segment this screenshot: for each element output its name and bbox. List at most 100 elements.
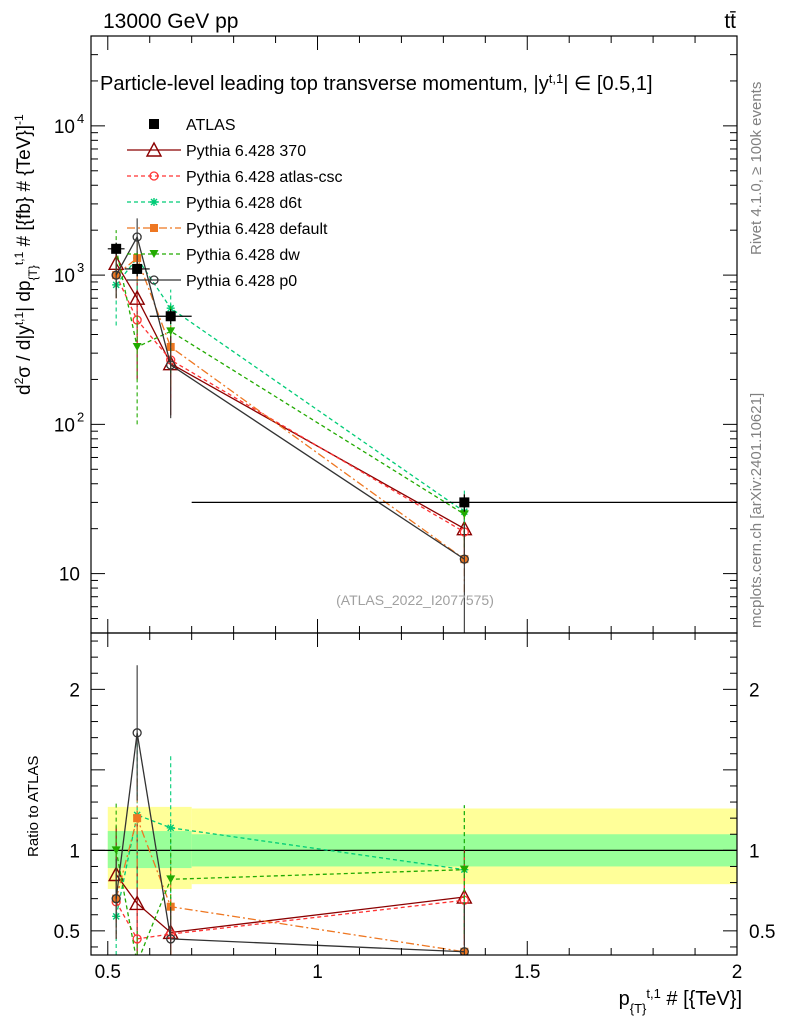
ratio-bands [107,806,737,889]
legend: ATLAS Pythia 6.428 370 Pythia 6.428 atlas-… [127,117,343,290]
legend-label: ATLAS [186,117,236,134]
legend-label: Pythia 6.428 370 [186,143,306,160]
data-point [166,327,176,336]
legend-marker [150,198,158,206]
legend-item-pythia-6-428-370: Pythia 6.428 370 [127,141,306,160]
ratio-line [115,899,465,940]
ratio-point [128,895,146,911]
mcplots-label: mcplots.cern.ch [arXiv:2401.10621] [748,393,765,628]
legend-marker [150,224,158,232]
y-tick-label-exponent: 4 [77,111,84,126]
legend-item-pythia-6-428-dw: Pythia 6.428 dw [127,247,300,264]
series-atlas [107,242,737,512]
atlas-point [165,311,176,322]
ratio-line [115,814,465,917]
x-axis-label-main: p [619,988,630,1010]
ratio-point [111,846,121,855]
x-axis-label-sub: {T} [630,1001,647,1016]
legend-label: Pythia 6.428 dw [186,247,300,264]
ratio-y-tick-label-right: 0.5 [749,922,775,943]
chart-title: Particle-level leading top transverse mo… [100,71,653,96]
ratio-point [132,728,142,738]
chart-title-main: Particle-level leading top transverse mo… [100,73,549,95]
y-tick-label: 10 [54,117,75,138]
rivet-label: Rivet 4.1.0, ≥ 100k events [748,82,765,255]
ratio-frame [90,632,738,956]
ratio-panel: 0.5 1 1.5 2 0.5 0.5 1 1 2 2 [54,36,775,983]
legend-label: Pythia 6.428 d6t [186,195,302,212]
ratio-point [459,947,469,955]
legend-marker [149,171,159,181]
ratio-y-tick-label: 0.5 [54,922,80,943]
legend-marker [145,141,163,157]
series-pythia-6-428-default [112,240,469,593]
y-tick-label-exponent: 2 [77,409,84,424]
legend-label: Pythia 6.428 atlas-csc [186,169,343,186]
x-axis-label-tail: # [{TeV}] [661,988,742,1010]
y-tick-label: 10 [54,415,75,436]
y-tick-label: 10 [59,565,80,586]
y-tick-label: 10 [54,266,75,287]
series-line [115,262,465,530]
y-tick-label-exponent: 3 [77,260,84,275]
series-pythia-6-428-atlas-csc [111,258,469,562]
ratio-point [132,934,142,944]
ratio-line [115,850,465,955]
legend-label: Pythia 6.428 default [186,221,328,238]
legend-item-pythia-6-428-d6t: Pythia 6.428 d6t [127,195,302,212]
ratio-line [115,874,465,934]
ratio-point [166,875,176,884]
ratio-point [133,814,142,823]
data-point [166,360,176,370]
ratio-y-tick-label-right: 2 [749,680,760,701]
x-tick-label: 1 [312,962,323,983]
ratio-y-tick-label-right: 1 [749,841,760,862]
chart-title-sup: t,1 [549,71,563,86]
data-point [132,342,142,351]
main-plot-area [107,218,737,633]
atlas-point [459,497,470,508]
ratio-line [115,816,465,953]
legend-item-pythia-6-428-atlas-csc: Pythia 6.428 atlas-csc [127,169,343,186]
ratio-y-axis-ticks: 0.5 0.5 1 1 2 2 [54,640,775,948]
series-line [115,257,465,560]
x-axis-label: p{T}t,1 # [{TeV}] [619,986,742,1016]
x-tick-label: 0.5 [95,962,121,983]
data-point [128,289,146,305]
legend-marker [149,119,159,129]
atlas-point [111,243,122,254]
legend-marker [149,275,159,285]
chart-title-tail: | ∈ [0.5,1] [563,73,652,95]
ratio-point [111,894,121,904]
x-axis-label-sup: t,1 [646,986,660,1001]
ratio-y-tick-label: 1 [69,841,80,862]
ratio-point [459,865,469,874]
series-pythia-6-428-370 [107,244,473,562]
data-point [132,232,142,242]
ratio-point [166,823,175,832]
ratio-point [166,934,176,944]
ratio-y-tick-label: 2 [69,680,80,701]
main-y-axis-label: d2σ / d|yt,1| dp{T}t,1 # [{fb} # {TeV}]-… [12,114,40,395]
series-line [115,256,465,513]
data-point [459,510,469,519]
x-axis-ticks: 0.5 1 1.5 2 [95,36,743,983]
legend-item-pythia-6-428-p0: Pythia 6.428 p0 [127,273,297,290]
series-pythia-6-428-p0 [111,218,469,633]
x-tick-label: 1.5 [514,962,540,983]
legend-item-atlas: ATLAS [149,117,236,134]
x-tick-label: 2 [732,962,743,983]
atlas-point [132,263,143,274]
legend-label: Pythia 6.428 p0 [186,273,297,290]
data-point [459,554,469,564]
data-point [111,270,121,280]
legend-marker [149,250,159,258]
energy-label: 13000 GeV pp [103,10,238,33]
legend-item-pythia-6-428-default: Pythia 6.428 default [127,221,328,238]
series-line [115,235,465,560]
series-line [115,248,465,515]
process-label: tt̄ [724,10,736,33]
